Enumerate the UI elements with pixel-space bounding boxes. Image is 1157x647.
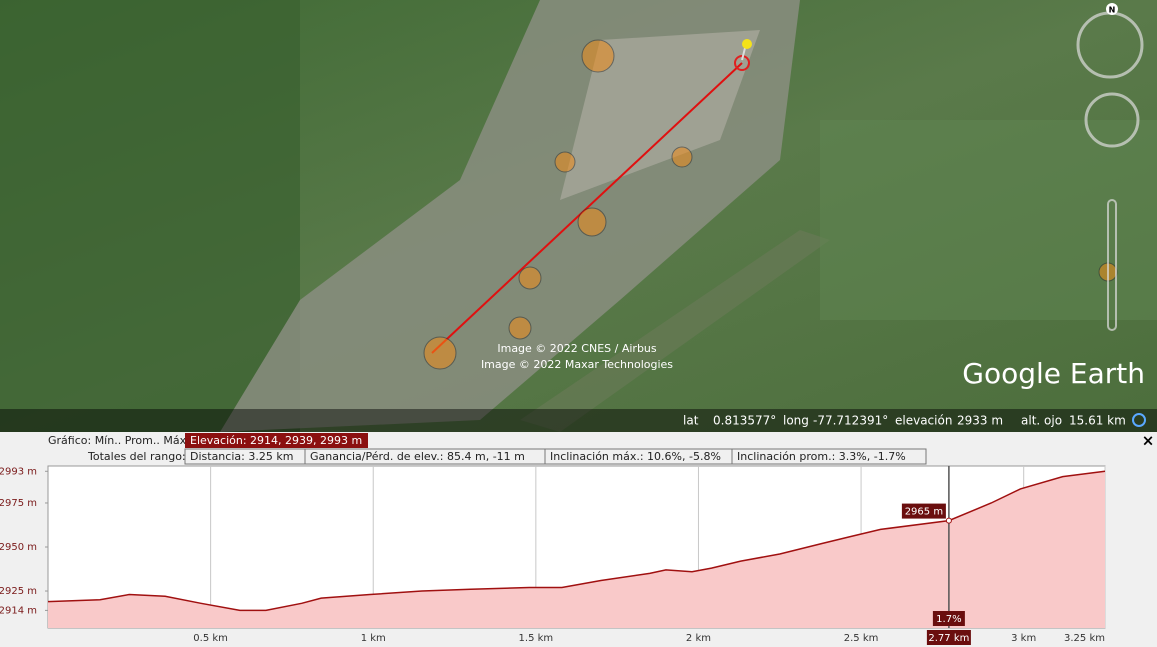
stat-box [731, 448, 927, 465]
cursor-x-box [926, 630, 971, 645]
x-tick-label: 3.25 km [1064, 633, 1105, 644]
status-label: elevación [895, 414, 952, 428]
cursor-x: 2.77 km [928, 633, 969, 644]
status-label: long [783, 414, 809, 428]
logo: Google Earth [962, 357, 1145, 390]
x-tick-label: 3 km [1011, 633, 1036, 644]
cursor-slope: 1.7% [936, 614, 961, 625]
elevation-chart: 0.5 km 1 km 1.5 km 2 km 2.5 km 3 km 3.25 km 291… [0, 466, 1106, 645]
status-value: 15.61 km [1069, 414, 1126, 428]
status-label: lat [683, 414, 699, 428]
profile-line [47, 470, 1106, 612]
elevation-summary: Elevación: 2914, 2939, 2993 m [190, 434, 362, 447]
look-control[interactable] [1084, 92, 1140, 148]
stat-text: Ganancia/Pérd. de elev.: 85.4 m, -11 m [310, 450, 525, 463]
cursor-slope-box [932, 611, 965, 626]
x-tick-label: 1 km [361, 633, 386, 644]
status-value: 0.813577° [713, 414, 776, 428]
x-tick-label: 2.5 km [844, 633, 879, 644]
summary-label: Gráfico: Mín.. Prom.. Máx. [48, 434, 190, 447]
stat-text: Inclinación máx.: 10.6%, -5.8% [550, 450, 721, 463]
stat-text: Inclinación prom.: 3.3%, -1.7% [737, 450, 906, 463]
attribution: Image © 2022 Maxar Technologies [481, 358, 673, 371]
x-tick-label: 1.5 km [519, 633, 554, 644]
x-tick-label: 2 km [686, 633, 711, 644]
y-tick-label: 2925 m [0, 586, 37, 597]
status-value: 2933 m [957, 414, 1003, 428]
range-label: Totales del rango: [87, 450, 186, 463]
cursor-elevation-box [901, 503, 946, 519]
status-value: -77.712391° [813, 414, 888, 428]
y-tick-label: 2914 m [0, 605, 37, 616]
area-fill [48, 471, 1105, 628]
close-button[interactable]: × [1142, 432, 1155, 450]
compass-n: N [1109, 6, 1116, 15]
y-tick-label: 2975 m [0, 498, 37, 509]
status-label: alt. ojo [1021, 414, 1062, 428]
zoom-slider[interactable] [1107, 199, 1117, 331]
range-stats: Distancia: 3.25 km Ganancia/Pérd. de elev… [184, 448, 927, 465]
stat-text: Distancia: 3.25 km [190, 450, 293, 463]
x-tick-label: 0.5 km [193, 633, 228, 644]
map-view[interactable]: N Image © 2022 CNES / Airbus Image © 202… [0, 0, 1157, 432]
y-tick-label: 2950 m [0, 542, 37, 553]
cursor-elevation: 2965 m [905, 507, 943, 518]
y-tick-label: 2993 m [0, 466, 37, 477]
cursor-point [945, 517, 952, 524]
attribution: Image © 2022 CNES / Airbus [497, 342, 657, 355]
